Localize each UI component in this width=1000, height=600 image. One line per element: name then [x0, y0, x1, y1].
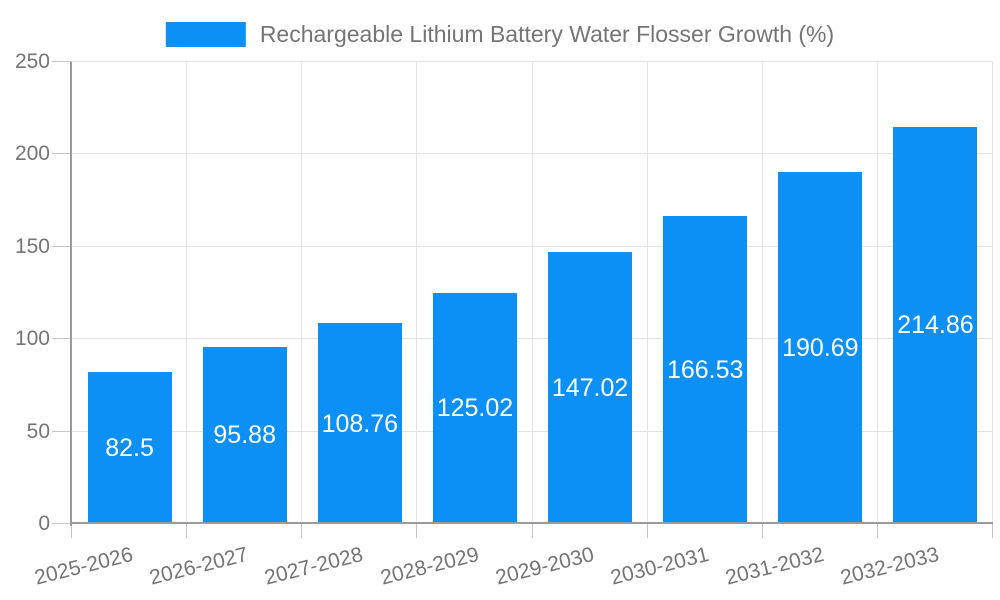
- bar[interactable]: [202, 346, 287, 524]
- bar-value-label: 190.69: [782, 333, 859, 362]
- gridline-vertical: [186, 62, 188, 524]
- x-axis-tick: [761, 524, 763, 538]
- x-axis-line: [70, 522, 993, 524]
- bar-value-label: 214.86: [897, 311, 974, 340]
- gridline-horizontal: [72, 245, 993, 247]
- x-axis-label: 2026-2027: [147, 542, 251, 590]
- gridline-vertical: [876, 62, 878, 524]
- y-axis-tick: [52, 338, 72, 340]
- y-axis-line: [70, 62, 72, 526]
- x-axis-tick: [876, 524, 878, 538]
- gridline-vertical: [531, 62, 533, 524]
- x-axis-tick: [416, 524, 418, 538]
- x-axis-tick: [531, 524, 533, 538]
- x-axis-tick: [186, 524, 188, 538]
- y-axis-label: 200: [14, 142, 50, 166]
- x-axis-label: 2032-2033: [838, 542, 942, 590]
- y-axis-label: 50: [26, 419, 50, 443]
- bar[interactable]: [663, 216, 748, 524]
- bar[interactable]: [317, 323, 402, 524]
- bar-value-label: 125.02: [436, 394, 514, 423]
- gridline-vertical: [992, 62, 993, 524]
- bar[interactable]: [548, 252, 633, 524]
- x-axis-label: 2028-2029: [377, 542, 481, 590]
- x-axis-label: 2031-2032: [723, 542, 827, 590]
- bar[interactable]: [778, 171, 863, 524]
- x-axis-tick: [71, 524, 72, 538]
- x-axis-label: 2027-2028: [262, 542, 366, 590]
- gridline-vertical: [761, 62, 763, 524]
- y-axis-label: 0: [38, 512, 50, 535]
- y-axis-label: 100: [14, 327, 50, 351]
- y-axis-tick: [52, 61, 72, 62]
- y-axis-label: 250: [14, 50, 50, 73]
- x-axis-tick: [301, 524, 303, 538]
- bar-value-label: 166.53: [666, 356, 744, 385]
- y-axis-tick: [52, 523, 72, 524]
- gridline-vertical: [646, 62, 648, 524]
- bar[interactable]: [87, 371, 172, 524]
- gridline-horizontal: [72, 61, 993, 62]
- bar[interactable]: [893, 126, 978, 524]
- gridline-horizontal: [72, 430, 993, 432]
- y-axis-tick: [52, 153, 72, 155]
- x-axis-tick: [992, 524, 993, 538]
- gridline-horizontal: [72, 338, 993, 340]
- y-axis-label: 150: [14, 234, 50, 258]
- y-axis-tick: [52, 245, 72, 247]
- x-axis-label: 2025-2026: [32, 542, 136, 590]
- legend-label: Rechargeable Lithium Battery Water Floss…: [259, 21, 835, 47]
- bar[interactable]: [432, 292, 517, 524]
- bar-value-label: 95.88: [213, 421, 276, 450]
- gridline-horizontal: [72, 153, 993, 155]
- gridline-vertical: [416, 62, 418, 524]
- legend-swatch: [165, 22, 246, 47]
- x-axis-tick: [646, 524, 648, 538]
- bar-value-label: 82.5: [105, 433, 154, 462]
- bar-value-label: 108.76: [321, 409, 399, 438]
- x-axis-label: 2030-2031: [607, 542, 711, 590]
- y-axis-tick: [52, 430, 72, 432]
- legend-item[interactable]: Rechargeable Lithium Battery Water Floss…: [165, 21, 835, 48]
- bar-value-label: 147.02: [551, 374, 629, 403]
- gridline-vertical: [301, 62, 303, 524]
- x-axis-label: 2029-2030: [492, 542, 596, 590]
